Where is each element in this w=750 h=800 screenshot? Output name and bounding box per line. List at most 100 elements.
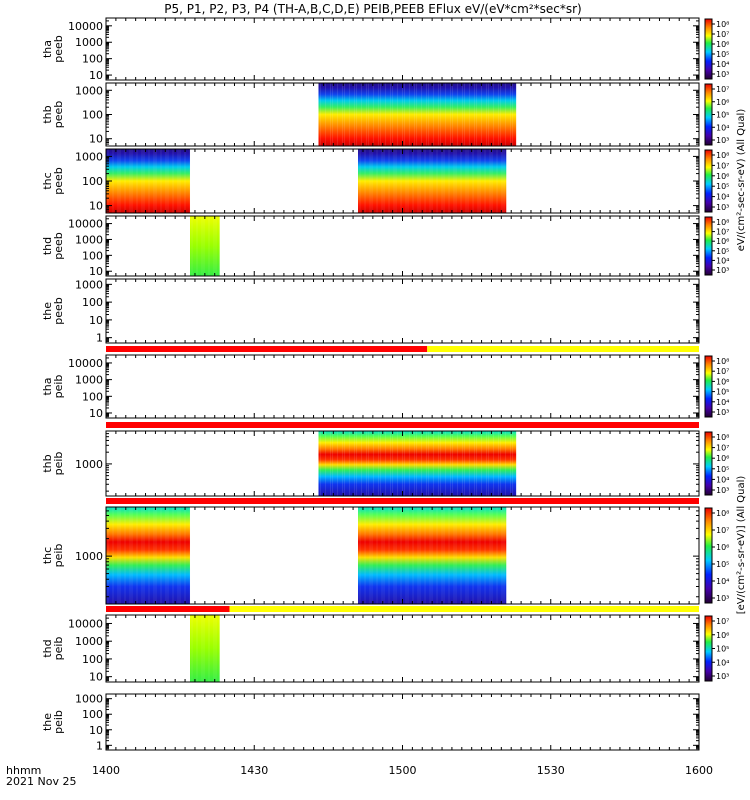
panel-background — [106, 18, 699, 80]
colorbar-tick-label: 10³ — [716, 408, 729, 417]
y-tick-label: 10 — [89, 265, 103, 278]
y-tick-label: 100 — [82, 390, 103, 403]
x-tick-label: 1530 — [537, 764, 565, 777]
colorbar-tick-label: 10³ — [716, 70, 729, 79]
colorbar-tick-label: 10⁷ — [716, 30, 729, 39]
colorbar-tick-label: 10⁴ — [716, 658, 729, 667]
figure-title: P5, P1, P2, P3, P4 (TH-A,B,C,D,E) PEIB,P… — [164, 2, 581, 16]
quality-flag-bar — [106, 606, 230, 612]
y-tick-label: 1000 — [75, 550, 103, 563]
y-tick-label: 10 — [89, 724, 103, 737]
colorbar-tick-label: 10⁶ — [716, 40, 729, 49]
spectrogram-block — [190, 615, 220, 682]
y-tick-label: 100 — [82, 653, 103, 666]
colorbar — [704, 149, 713, 213]
colorbar-tick-label: 10⁶ — [716, 98, 729, 107]
y-tick-label: 100 — [82, 708, 103, 721]
panel-background — [106, 694, 699, 750]
y-tick-label: 1000 — [75, 635, 103, 648]
y-tick-label: 100 — [82, 296, 103, 309]
colorbar-tick-label: 10⁴ — [716, 577, 729, 586]
y-tick-label: 1000 — [75, 458, 103, 471]
colorbar — [704, 507, 713, 604]
panel-background — [106, 279, 699, 343]
spectrogram-block — [318, 83, 517, 146]
colorbar-tick-label: 10⁷ — [716, 228, 729, 237]
colorbar-tick-label: 10⁸ — [716, 357, 729, 366]
y-axis-label-probe: tha — [41, 377, 54, 395]
y-axis-label-probe: thb — [41, 454, 54, 472]
quality-flag-bar — [427, 346, 699, 352]
y-axis-label-probe: the — [41, 302, 54, 320]
colorbar-tick-label: 10⁶ — [716, 631, 729, 640]
quality-flag-bar — [106, 498, 699, 504]
y-tick-label: 1000 — [75, 36, 103, 49]
colorbar-tick-label: 10⁵ — [716, 111, 729, 120]
y-axis-label-probe: thb — [41, 105, 54, 123]
y-axis-label-product: peeb — [52, 232, 65, 260]
colorbar-tick-label: 10⁷ — [716, 526, 729, 535]
colorbar-tick-label: 10³ — [716, 266, 729, 275]
colorbar-titles: eV/(cm²-sec-sr-eV) (All Qual) [eV/(cm²-s-… — [736, 109, 747, 615]
y-tick-label: 100 — [82, 109, 103, 122]
y-tick-label: 1 — [96, 739, 103, 752]
colorbar-tick-label: 10³ — [716, 486, 729, 495]
colorbar-tick-label: 10⁸ — [716, 151, 729, 160]
colorbar-tick-label: 10³ — [716, 594, 729, 603]
colorbar-tick-label: 10⁴ — [716, 475, 729, 484]
y-axis-label-product: peeb — [52, 297, 65, 325]
colorbar-tick-label: 10⁷ — [716, 161, 729, 170]
colorbar-tick-label: 10⁴ — [716, 193, 729, 202]
time-axis: 1400 1430 1500 1530 1600 — [92, 764, 713, 777]
colorbar — [704, 18, 713, 80]
y-axis-label-probe: the — [41, 713, 54, 731]
colorbar-tick-label: 10⁵ — [716, 560, 729, 569]
y-tick-label: 10 — [89, 314, 103, 327]
colorbar-tick-label: 10⁴ — [716, 256, 729, 265]
x-tick-label: 1600 — [685, 764, 713, 777]
y-tick-label: 100 — [82, 175, 103, 188]
colorbar-tick-label: 10³ — [716, 672, 729, 681]
y-tick-label: 1000 — [75, 233, 103, 246]
colorbar — [704, 216, 713, 276]
colorbar-tick-label: 10⁸ — [716, 218, 729, 227]
panel-group: 10100100010000thapeeb10³10⁴10⁵10⁶10⁷10⁸1… — [41, 17, 729, 752]
colorbar-tick-label: 10⁶ — [716, 454, 729, 463]
spectrogram-block — [318, 431, 517, 496]
y-tick-label: 1 — [96, 332, 103, 345]
colorbar-tick-label: 10⁵ — [716, 50, 729, 59]
y-axis-label-probe: tha — [41, 40, 54, 58]
colorbar-tick-label: 10⁴ — [716, 398, 729, 407]
spectrogram-block — [106, 507, 191, 604]
colorbar-title-peib: [eV/(cm²-s-sr-eV)] (All Qual) — [736, 476, 747, 615]
x-tick-label: 1400 — [92, 764, 120, 777]
colorbar-tick-label: 10⁷ — [716, 617, 729, 626]
colorbar-title-peeb: eV/(cm²-sec-sr-eV) (All Qual) — [736, 109, 747, 252]
y-tick-label: 1000 — [75, 278, 103, 291]
colorbar-tick-label: 10⁸ — [716, 20, 729, 29]
y-axis-label-probe: thc — [41, 172, 54, 189]
y-axis-label-probe: thd — [41, 639, 54, 657]
colorbar-tick-label: 10³ — [716, 203, 729, 212]
y-axis-label-product: peeb — [52, 167, 65, 195]
colorbar-tick-label: 10⁵ — [716, 465, 729, 474]
colorbar-tick-label: 10⁶ — [716, 377, 729, 386]
spectrogram-block — [358, 149, 507, 213]
panel-background — [106, 355, 699, 418]
quality-flag-bar — [229, 606, 699, 612]
colorbar-tick-label: 10⁷ — [716, 367, 729, 376]
y-tick-label: 10 — [89, 407, 103, 420]
y-axis-label-product: peeb — [52, 35, 65, 63]
y-axis-label-product: peib — [52, 710, 65, 734]
y-axis-label-probe: thc — [41, 547, 54, 564]
colorbar-tick-label: 10⁶ — [716, 172, 729, 181]
y-tick-label: 10 — [89, 133, 103, 146]
y-tick-label: 1000 — [75, 84, 103, 97]
